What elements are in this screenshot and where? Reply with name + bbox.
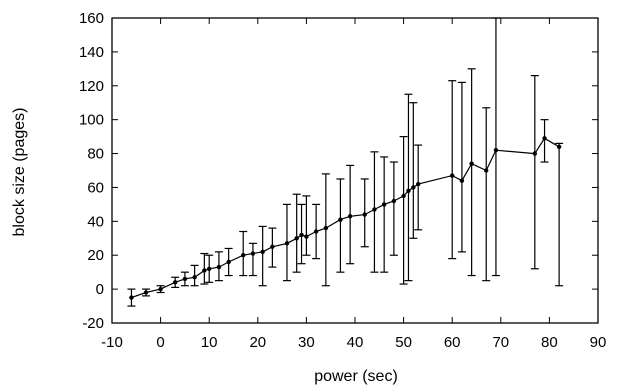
error-bar bbox=[380, 156, 389, 273]
error-bar bbox=[336, 178, 345, 273]
data-point bbox=[415, 181, 421, 187]
y-axis-title: block size (pages) bbox=[11, 108, 28, 237]
error-bar bbox=[248, 242, 257, 277]
data-point bbox=[299, 232, 304, 238]
error-bar bbox=[389, 161, 398, 256]
series-line bbox=[131, 137, 560, 299]
y-tick-label: 160 bbox=[79, 10, 104, 27]
y-tick-label: 40 bbox=[87, 213, 104, 230]
y-tick-label: -20 bbox=[82, 315, 104, 332]
data-point bbox=[270, 244, 275, 249]
data-point bbox=[192, 275, 197, 280]
x-tick-label: 80 bbox=[541, 334, 558, 351]
data-point bbox=[372, 207, 377, 212]
error-bar bbox=[540, 119, 549, 163]
data-points bbox=[129, 136, 562, 300]
y-tick-label: 80 bbox=[87, 146, 104, 163]
x-tick-label: 50 bbox=[395, 334, 412, 351]
data-point bbox=[284, 241, 290, 246]
error-bar bbox=[530, 75, 539, 270]
x-tick-label: 10 bbox=[201, 334, 218, 351]
data-point bbox=[362, 212, 367, 217]
data-point bbox=[542, 136, 547, 141]
data-point bbox=[381, 202, 387, 207]
data-point bbox=[129, 295, 134, 300]
data-point bbox=[313, 229, 319, 234]
data-point bbox=[469, 161, 474, 166]
error-bar bbox=[414, 144, 423, 231]
x-tick-label: 20 bbox=[249, 334, 266, 351]
error-bar bbox=[404, 93, 413, 282]
data-point bbox=[182, 276, 188, 282]
data-point bbox=[401, 193, 406, 199]
data-point bbox=[556, 144, 562, 149]
error-bar bbox=[457, 81, 466, 253]
data-point bbox=[241, 253, 246, 258]
data-point bbox=[411, 185, 416, 190]
y-tick-label: 20 bbox=[87, 247, 104, 264]
series-path bbox=[131, 137, 560, 299]
x-tick-label: -10 bbox=[101, 334, 123, 351]
x-tick-label: 70 bbox=[492, 334, 509, 351]
data-point bbox=[338, 217, 343, 222]
x-tick-label: 0 bbox=[156, 334, 164, 351]
error-bars bbox=[127, 17, 564, 307]
y-tick-label: 60 bbox=[87, 179, 104, 196]
x-tick-label: 60 bbox=[444, 334, 461, 351]
data-point bbox=[347, 214, 353, 219]
data-point bbox=[143, 290, 149, 295]
x-tick-label: 40 bbox=[347, 334, 364, 351]
data-point bbox=[207, 266, 212, 271]
x-axis-title: power (sec) bbox=[314, 368, 398, 385]
y-tick-label: 120 bbox=[79, 78, 104, 95]
data-point bbox=[202, 268, 207, 273]
y-tick-label: 100 bbox=[79, 112, 104, 129]
error-bar bbox=[258, 225, 267, 287]
data-point bbox=[158, 286, 163, 292]
error-bar bbox=[467, 68, 476, 277]
error-bar bbox=[370, 151, 379, 273]
data-point bbox=[493, 147, 499, 153]
y-tick-label: 140 bbox=[79, 44, 104, 61]
error-bar bbox=[292, 193, 301, 273]
data-point bbox=[172, 280, 178, 285]
error-bar bbox=[555, 142, 564, 287]
data-point bbox=[323, 225, 329, 231]
data-point bbox=[260, 249, 265, 255]
error-bar bbox=[399, 136, 408, 285]
data-point bbox=[304, 234, 309, 239]
data-point bbox=[391, 198, 397, 204]
data-point bbox=[226, 259, 231, 265]
data-point bbox=[532, 151, 538, 156]
x-tick-label: 30 bbox=[298, 334, 315, 351]
error-bar bbox=[448, 80, 457, 260]
error-bar bbox=[409, 102, 418, 239]
data-point bbox=[294, 236, 299, 241]
data-point bbox=[450, 173, 455, 178]
error-bar bbox=[491, 17, 500, 277]
data-point bbox=[250, 251, 256, 256]
data-point bbox=[459, 178, 465, 183]
data-point bbox=[216, 264, 222, 270]
error-bar bbox=[482, 107, 491, 282]
x-tick-label: 90 bbox=[590, 334, 607, 351]
data-point bbox=[406, 188, 411, 194]
ticks: -10 0 10 20 30 40 50 60 70 80 90 -20 0 20 40 60 80 100 120… bbox=[79, 10, 606, 351]
data-point bbox=[484, 168, 489, 173]
y-tick-label: 0 bbox=[96, 281, 104, 298]
error-bar bbox=[302, 195, 311, 256]
